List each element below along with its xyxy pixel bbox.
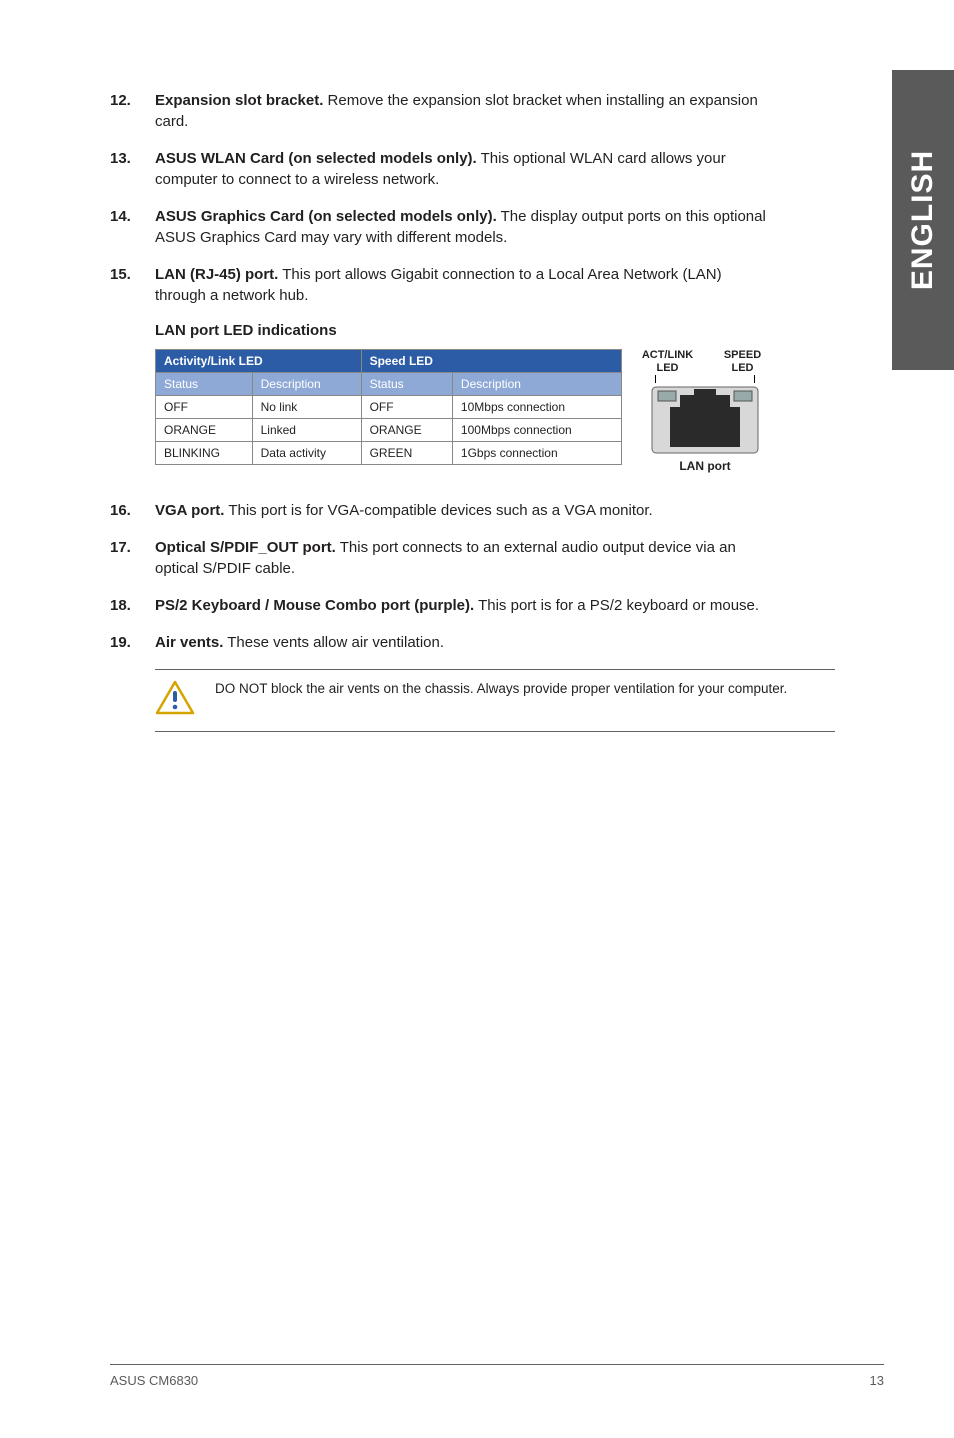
lan-port-icon <box>650 385 760 455</box>
table-cell: GREEN <box>361 442 452 465</box>
port-caption: LAN port <box>640 459 770 473</box>
list-item: 12. Expansion slot bracket. Remove the e… <box>110 90 770 132</box>
table-cell: 10Mbps connection <box>452 396 621 419</box>
actlink-label: ACT/LINK <box>640 349 695 362</box>
caution-icon <box>155 680 195 721</box>
table-cell: Linked <box>252 419 361 442</box>
item-text: Expansion slot bracket. Remove the expan… <box>155 90 770 132</box>
table-row: Activity/Link LED Speed LED <box>156 350 622 373</box>
item-number: 17. <box>110 537 155 579</box>
list-item: 14. ASUS Graphics Card (on selected mode… <box>110 206 770 248</box>
item-number: 16. <box>110 500 155 521</box>
table-subheader: Description <box>252 373 361 396</box>
footer-model: ASUS CM6830 <box>110 1373 198 1388</box>
table-row: ORANGE Linked ORANGE 100Mbps connection <box>156 419 622 442</box>
table-subheader: Description <box>452 373 621 396</box>
list-item: 13. ASUS WLAN Card (on selected models o… <box>110 148 770 190</box>
table-cell: OFF <box>361 396 452 419</box>
table-subheader: Status <box>156 373 253 396</box>
item-text: VGA port. This port is for VGA-compatibl… <box>155 500 770 521</box>
list-item: 16. VGA port. This port is for VGA-compa… <box>110 500 770 521</box>
caution-callout: DO NOT block the air vents on the chassi… <box>155 669 835 732</box>
table-cell: No link <box>252 396 361 419</box>
led-table: Activity/Link LED Speed LED Status Descr… <box>155 349 622 465</box>
led-section-title: LAN port LED indications <box>155 322 770 339</box>
table-cell: ORANGE <box>156 419 253 442</box>
feature-list-part1: 12. Expansion slot bracket. Remove the e… <box>110 90 770 306</box>
item-text: ASUS Graphics Card (on selected models o… <box>155 206 770 248</box>
table-cell: 100Mbps connection <box>452 419 621 442</box>
led-label: LED <box>715 362 770 375</box>
item-text: PS/2 Keyboard / Mouse Combo port (purple… <box>155 595 770 616</box>
item-text: Air vents. These vents allow air ventila… <box>155 632 770 653</box>
side-language-text: ENGLISH <box>906 150 940 290</box>
table-cell: ORANGE <box>361 419 452 442</box>
item-number: 13. <box>110 148 155 190</box>
item-text: Optical S/PDIF_OUT port. This port conne… <box>155 537 770 579</box>
item-number: 12. <box>110 90 155 132</box>
item-text: LAN (RJ-45) port. This port allows Gigab… <box>155 264 770 306</box>
list-item: 18. PS/2 Keyboard / Mouse Combo port (pu… <box>110 595 770 616</box>
list-item: 19. Air vents. These vents allow air ven… <box>110 632 770 653</box>
side-language-tab: ENGLISH <box>892 70 954 370</box>
feature-list-part2: 16. VGA port. This port is for VGA-compa… <box>110 500 770 653</box>
led-row: Activity/Link LED Speed LED Status Descr… <box>155 349 770 474</box>
table-row: OFF No link OFF 10Mbps connection <box>156 396 622 419</box>
port-led-labels: LED LED <box>640 362 770 375</box>
page-footer: ASUS CM6830 13 <box>110 1364 884 1388</box>
tick <box>754 375 755 383</box>
item-number: 19. <box>110 632 155 653</box>
table-header: Activity/Link LED <box>156 350 362 373</box>
tick-marks <box>655 375 755 383</box>
lan-port-diagram: ACT/LINK SPEED LED LED <box>640 349 770 474</box>
port-top-labels: ACT/LINK SPEED <box>640 349 770 362</box>
list-item: 17. Optical S/PDIF_OUT port. This port c… <box>110 537 770 579</box>
item-number: 14. <box>110 206 155 248</box>
footer-page-number: 13 <box>870 1373 884 1388</box>
item-number: 15. <box>110 264 155 306</box>
tick <box>655 375 656 383</box>
table-row: BLINKING Data activity GREEN 1Gbps conne… <box>156 442 622 465</box>
table-cell: BLINKING <box>156 442 253 465</box>
table-subheader: Status <box>361 373 452 396</box>
table-header: Speed LED <box>361 350 621 373</box>
item-number: 18. <box>110 595 155 616</box>
item-text: ASUS WLAN Card (on selected models only)… <box>155 148 770 190</box>
led-label: LED <box>640 362 695 375</box>
list-item: 15. LAN (RJ-45) port. This port allows G… <box>110 264 770 306</box>
page-content: 12. Expansion slot bracket. Remove the e… <box>0 0 840 732</box>
table-row: Status Description Status Description <box>156 373 622 396</box>
table-cell: 1Gbps connection <box>452 442 621 465</box>
speed-label: SPEED <box>715 349 770 362</box>
table-cell: OFF <box>156 396 253 419</box>
led-indications-section: LAN port LED indications Activity/Link L… <box>155 322 770 474</box>
caution-text: DO NOT block the air vents on the chassi… <box>215 680 787 699</box>
table-cell: Data activity <box>252 442 361 465</box>
